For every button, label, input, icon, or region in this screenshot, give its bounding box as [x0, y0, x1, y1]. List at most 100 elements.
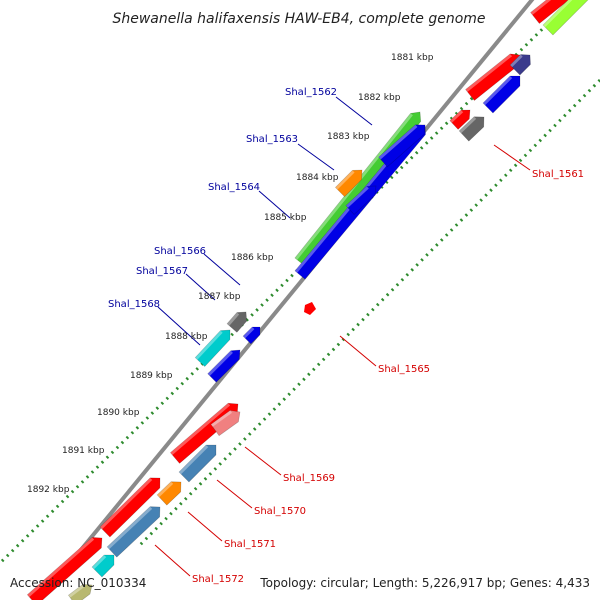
gene-highlight — [157, 481, 174, 498]
leader-line — [185, 273, 216, 301]
gene-shape — [530, 0, 581, 24]
gene-feature — [207, 349, 241, 383]
gene-shape — [509, 54, 531, 76]
gene-shape — [458, 116, 485, 142]
leader-line — [244, 446, 282, 476]
gene-label-plus: Shal_1567 — [136, 266, 188, 277]
gene-shape — [26, 537, 103, 600]
gene-highlight — [100, 477, 153, 530]
leader-line — [154, 544, 191, 577]
leader-line — [258, 190, 291, 219]
gene-shape — [194, 329, 231, 367]
gene-feature — [210, 410, 241, 437]
gene-highlight — [465, 53, 513, 92]
gene-feature — [242, 326, 261, 345]
gene-highlight — [335, 170, 355, 190]
gene-feature — [378, 124, 426, 168]
gene-shape — [178, 444, 217, 483]
scale-label: 1882 kbp — [358, 93, 401, 103]
scale-label: 1885 kbp — [264, 213, 307, 223]
leader-line — [335, 96, 373, 126]
gene-feature — [226, 311, 248, 333]
gene-highlight — [195, 330, 223, 360]
gene-highlight — [179, 445, 209, 475]
gene-shape — [91, 554, 115, 578]
inner-dotted-track — [138, 78, 600, 547]
gene-highlight — [449, 110, 464, 123]
gene-feature — [178, 444, 217, 483]
topology-label: Topology: circular; Length: 5,226,917 bp… — [259, 576, 590, 590]
gene-label-plus: Shal_1566 — [154, 246, 206, 257]
gene-label-plus: Shal_1564 — [208, 182, 260, 193]
gene-highlight — [27, 537, 95, 598]
label-leaders — [154, 96, 531, 577]
backbone-line — [37, 0, 535, 600]
gene-shape — [542, 0, 589, 36]
gene-feature — [156, 481, 182, 506]
gene-feature — [106, 506, 161, 558]
gene-highlight — [459, 116, 477, 134]
gene-highlight — [378, 124, 418, 160]
gene-label-minus: Shal_1565 — [378, 364, 430, 375]
leader-line — [216, 479, 253, 509]
leader-line — [493, 144, 531, 171]
gene-shape — [99, 477, 161, 538]
scale-label: 1889 kbp — [130, 371, 173, 381]
backbone — [37, 0, 535, 600]
outer-dotted-track — [0, 0, 574, 566]
gene-label-minus: Shal_1572 — [192, 574, 244, 585]
gene-label-minus: Shal_1569 — [283, 473, 335, 484]
scale-label: 1888 kbp — [165, 332, 208, 342]
gene-shape — [242, 326, 261, 345]
gene-highlight — [227, 312, 240, 326]
gene-labels: Shal_1562 Shal_1563 Shal_1564 Shal_1566 Shal… — [108, 87, 584, 585]
scale-label: 1887 kbp — [198, 292, 241, 302]
gene-label-plus: Shal_1568 — [108, 299, 160, 310]
scale-labels: 1881 kbp 1882 kbp 1883 kbp 1884 kbp 1885 kbp… — [27, 53, 434, 495]
gene-label-plus: Shal_1562 — [285, 87, 337, 98]
gene-feature — [26, 537, 103, 600]
gene-highlight — [543, 0, 581, 28]
gene-highlight — [483, 76, 513, 106]
gene-feature — [99, 477, 161, 538]
gene-feature — [91, 554, 115, 578]
gene-feature — [345, 185, 377, 215]
gene-label-minus: Shal_1570 — [254, 506, 306, 517]
gene-label-plus: Shal_1563 — [246, 134, 298, 145]
gene-highlight — [345, 186, 369, 208]
gene-feature — [334, 169, 363, 198]
gene-label-minus: Shal_1571 — [224, 539, 276, 550]
map-title: Shewanella halifaxensis HAW-EB4, complet… — [112, 11, 485, 27]
gene-highlight — [243, 327, 255, 339]
gene-feature — [482, 75, 521, 114]
gene-feature — [530, 0, 581, 24]
gene-highlight — [170, 403, 231, 455]
gene-shape — [378, 124, 426, 168]
gene-shape — [106, 506, 161, 558]
gene-highlight — [210, 410, 232, 427]
gene-feature-small — [304, 302, 316, 315]
gene-features — [26, 0, 589, 600]
scale-label: 1890 kbp — [97, 408, 140, 418]
gene-label-minus: Shal_1561 — [532, 169, 584, 180]
gene-shape — [482, 75, 521, 114]
gene-highlight — [510, 54, 523, 68]
gene-highlight — [530, 0, 573, 15]
gene-shape — [207, 349, 241, 383]
gene-shape — [449, 109, 471, 130]
scale-label: 1883 kbp — [327, 132, 370, 142]
scale-label: 1881 kbp — [391, 53, 434, 63]
gene-feature — [449, 109, 471, 130]
gene-highlight — [207, 350, 233, 376]
scale-label: 1886 kbp — [231, 253, 274, 263]
leader-line — [203, 253, 241, 286]
scale-label: 1884 kbp — [296, 173, 339, 183]
gene-shape — [210, 410, 241, 437]
gene-shape — [226, 311, 248, 333]
dotted-tracks — [0, 0, 600, 566]
scale-label: 1891 kbp — [62, 446, 105, 456]
leader-line — [339, 335, 377, 367]
gene-highlight — [92, 555, 107, 570]
leader-line — [157, 306, 201, 346]
